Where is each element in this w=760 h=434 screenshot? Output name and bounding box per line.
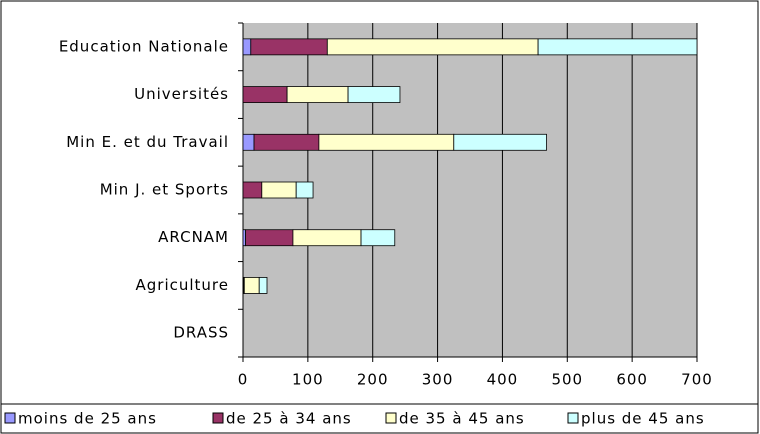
bar-segment	[318, 133, 455, 151]
bar-segment	[243, 277, 260, 294]
x-tick-label: 700	[681, 371, 713, 389]
bar-segment	[242, 38, 252, 56]
x-tick-label: 100	[292, 371, 324, 389]
y-tick-label: Universités	[134, 85, 229, 103]
legend-swatch	[4, 412, 16, 424]
bar-segment	[242, 133, 255, 151]
bar-segment	[258, 277, 268, 294]
bar-segment	[250, 38, 328, 56]
bar-segment	[347, 86, 401, 103]
legend-swatch	[385, 412, 397, 424]
bar-segment	[453, 133, 547, 151]
y-tick-label: Agriculture	[136, 276, 230, 294]
x-tick-label: 300	[422, 371, 454, 389]
bar-segment	[360, 229, 396, 247]
y-tick-label: Min J. et Sports	[100, 181, 229, 199]
legend-label: de 35 à 45 ans	[399, 410, 525, 428]
legend-swatch	[212, 412, 224, 424]
legend-label: moins de 25 ans	[18, 410, 157, 428]
x-tick-label: 500	[551, 371, 583, 389]
bar-segment	[537, 38, 698, 56]
legend-label: de 25 à 34 ans	[226, 410, 352, 428]
bar-segment	[242, 181, 263, 199]
bar-segment	[261, 181, 297, 199]
bar-segment	[245, 229, 294, 247]
x-tick-label: 600	[616, 371, 648, 389]
y-tick-label: ARCNAM	[158, 228, 229, 246]
bar-segment	[242, 86, 288, 103]
plot-area	[243, 23, 697, 357]
x-tick-label: 0	[238, 371, 249, 389]
y-tick-label: Education Nationale	[59, 37, 229, 55]
y-tick-label: DRASS	[173, 324, 229, 342]
bar-segment	[286, 86, 349, 103]
y-tick-label: Min E. et du Travail	[66, 133, 229, 151]
legend-swatch	[567, 412, 579, 424]
bar-segment	[292, 229, 362, 247]
bar-segment	[295, 181, 314, 199]
x-tick-label: 400	[487, 371, 519, 389]
x-tick-label: 200	[357, 371, 389, 389]
legend-label: plus de 45 ans	[581, 410, 705, 428]
bar-segment	[326, 38, 539, 56]
bar-segment	[253, 133, 320, 151]
